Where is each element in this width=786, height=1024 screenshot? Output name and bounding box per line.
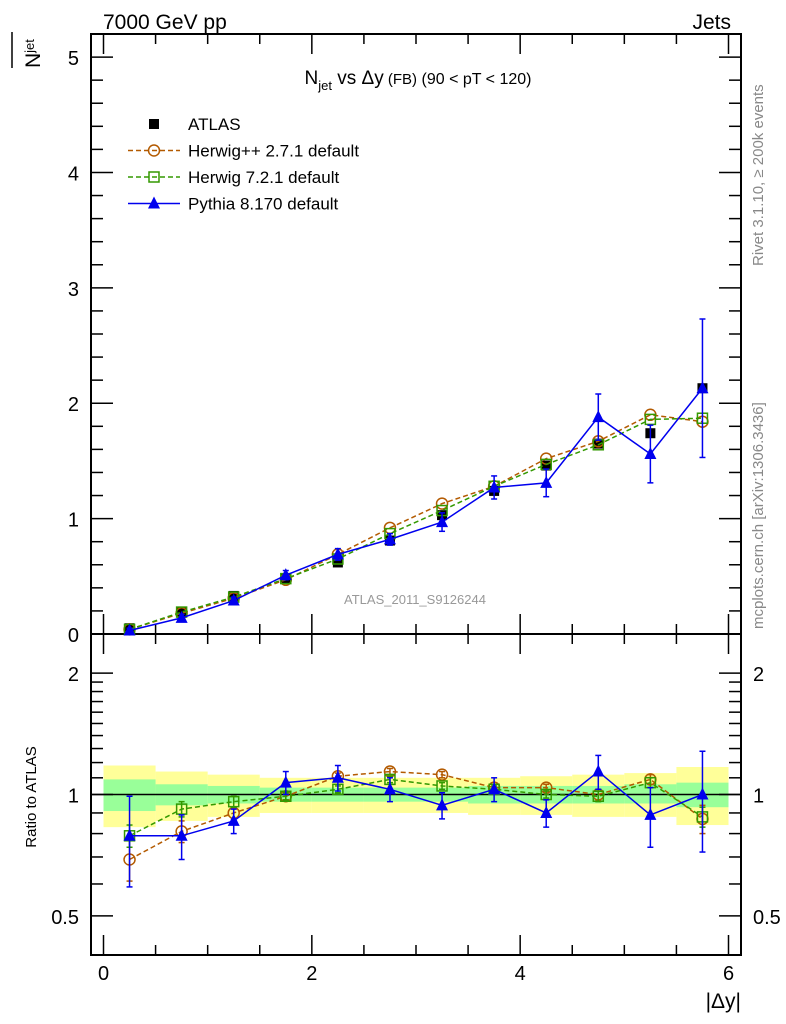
data-point [227,795,240,808]
data-point [435,497,449,510]
ratio-y-tick-label-right: 1 [753,786,764,808]
data-point [436,515,449,528]
data-point [488,782,501,795]
mcplots-label: mcplots.cern.ch [arXiv:1306.3436] [750,402,767,629]
x-axis-label: |Δy| [706,990,741,1013]
ratio-y-axis-label: Ratio to ATLAS [23,746,40,847]
data-point [696,381,709,394]
legend-label: Herwig 7.2.1 default [188,168,339,187]
data-point [279,568,292,581]
data-point [123,623,136,636]
legend-marker [148,171,160,183]
data-point [332,557,343,568]
x-tick-label: 0 [98,963,109,985]
legend-label: ATLAS [188,115,241,134]
series-line [129,413,703,631]
series-line [129,417,703,631]
ratio-y-tick-label: 1 [68,786,79,808]
series-line [129,770,703,837]
data-marks [123,318,709,888]
data-point [435,768,449,781]
data-point [175,610,188,623]
data-point [592,764,605,777]
data-point [331,547,344,560]
data-point [593,438,604,449]
data-point [331,770,344,783]
data-point [175,803,188,815]
data-point [540,805,553,818]
data-point [383,782,396,795]
data-point [488,480,501,493]
y-tick-label: 2 [68,394,79,416]
data-point [436,798,449,811]
y-axis-label: Njet [11,32,45,68]
ratio-y-tick-label: 0.5 [51,907,79,929]
y-tick-label: 5 [68,48,79,70]
legend-marker [148,196,160,209]
data-point [383,532,396,545]
legend: ATLAS Herwig++ 2.7.1 default Herwig 7.2.1 … [128,115,359,214]
data-point [279,775,292,788]
data-point [644,447,657,459]
legend-item: Herwig++ 2.7.1 default [128,142,359,161]
header-energy: 7000 GeV pp [103,11,227,34]
legend-marker [149,119,159,129]
y-tick-label: 4 [68,163,79,185]
axes: 0 2 4 6 0 1 2 3 4 5 0.5 0.5 1 1 2 2 [51,33,781,985]
header-category: Jets [692,11,731,34]
ratio-y-tick-label-right: 0.5 [753,907,781,929]
data-point [644,413,657,426]
data-point [540,475,553,488]
data-point [227,593,240,606]
ratio-y-tick-label-right: 2 [753,664,764,686]
series-line [129,387,704,632]
x-tick-label: 6 [723,963,734,985]
data-point [644,807,657,820]
analysis-watermark: ATLAS_2011_S9126244 [344,592,486,607]
main-series-pythia [123,318,709,636]
plot-title: Njet vs Δy (FB) (90 < pT < 120) [305,68,532,93]
legend-item: ATLAS [149,115,241,134]
rivet-version-label: Rivet 3.1.10, ≥ 200k events [750,84,767,266]
data-point [175,828,188,841]
x-tick-label: 4 [515,963,526,985]
data-point [436,780,448,792]
data-point [592,410,605,423]
data-point [541,460,552,471]
legend-marker [147,144,161,157]
y-tick-label: 0 [68,625,79,647]
data-point [592,790,605,803]
legend-label: Herwig++ 2.7.1 default [188,142,359,161]
y-tick-label: 3 [68,279,79,301]
legend-label: Pythia 8.170 default [188,195,339,214]
legend-item: Herwig 7.2.1 default [128,168,339,187]
ratio-y-tick-label: 2 [68,664,79,686]
data-point [227,813,240,826]
series-line [129,770,703,861]
data-point [696,787,709,800]
svg-text:Njet: Njet [22,39,45,68]
y-tick-label: 1 [68,510,79,532]
data-point [123,828,136,841]
ratio-series-pythia [123,750,709,888]
legend-item: Pythia 8.170 default [128,195,339,214]
x-tick-label: 2 [306,963,317,985]
ratio-uncertainty-bands [103,765,729,828]
